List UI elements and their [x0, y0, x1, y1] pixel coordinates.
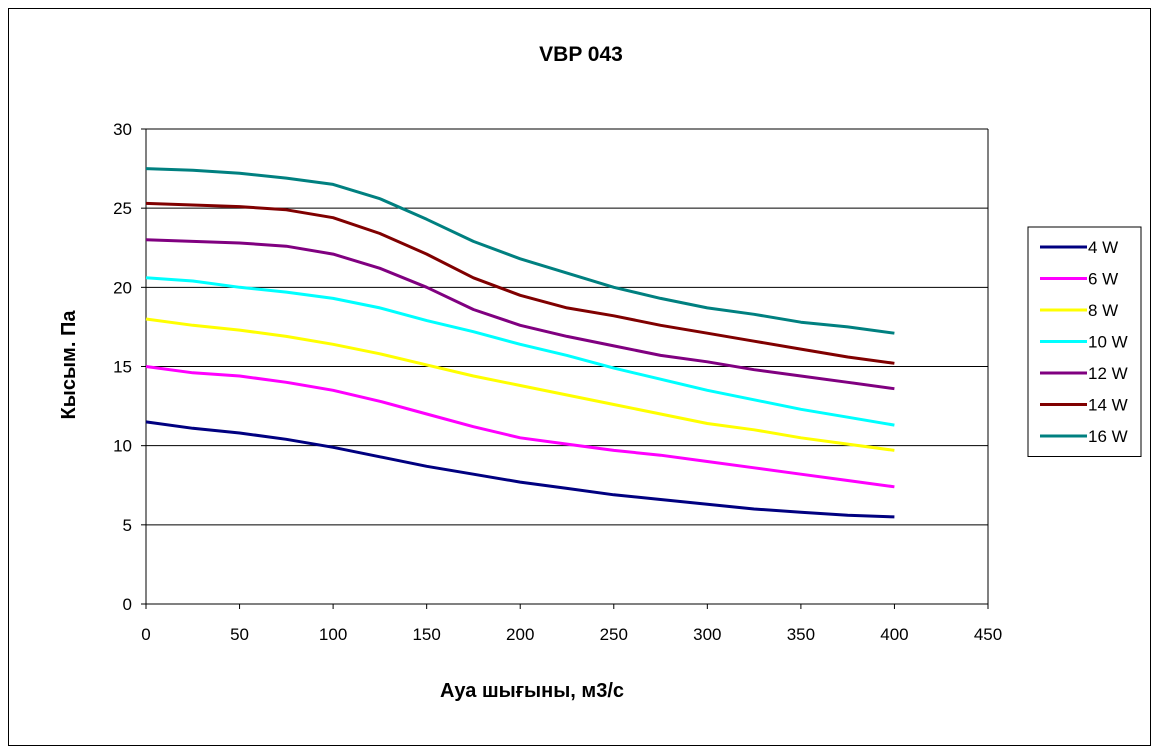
legend-item: 16 W [1040, 427, 1128, 446]
legend-item: 10 W [1040, 333, 1128, 352]
legend-label: 6 W [1088, 270, 1118, 289]
legend-label: 8 W [1088, 301, 1118, 320]
x-tick-label: 350 [787, 625, 815, 644]
y-tick-label: 10 [113, 437, 132, 456]
series-line-8w [145, 317, 895, 452]
x-tick-label: 50 [230, 625, 249, 644]
legend: 4 W 6 W 8 W 10 W 12 W 14 W 16 W [1027, 226, 1142, 457]
series-line-12w [145, 238, 895, 391]
y-tick-label: 20 [113, 278, 132, 297]
x-tick-label: 0 [141, 625, 150, 644]
x-tick-label: 400 [880, 625, 908, 644]
y-tick-label: 5 [123, 516, 132, 535]
y-tick-label: 30 [113, 120, 132, 139]
series-line-16w [145, 167, 895, 335]
legend-label: 14 W [1088, 396, 1128, 415]
series-line-10w [145, 276, 895, 427]
series-line-14w [145, 201, 895, 365]
x-tick-label: 450 [974, 625, 1002, 644]
legend-item: 14 W [1040, 396, 1128, 415]
x-tick-label: 300 [693, 625, 721, 644]
y-tick-label: 25 [113, 199, 132, 218]
series-line-6w [145, 365, 895, 489]
x-tick-label: 150 [412, 625, 440, 644]
series-line-4w [145, 420, 895, 519]
y-axis-label: Кысым. Па [58, 310, 80, 420]
legend-item: 12 W [1040, 364, 1128, 383]
legend-item: 4 W [1040, 238, 1118, 257]
x-tick-label: 250 [600, 625, 628, 644]
x-tick-label: 200 [506, 625, 534, 644]
legend-item: 8 W [1040, 301, 1118, 320]
legend-label: 10 W [1088, 333, 1128, 352]
chart-title: VBP 043 [539, 43, 623, 66]
x-tick-label: 100 [319, 625, 347, 644]
x-axis-label: Ауа шығыны, м3/с [440, 680, 624, 702]
legend-label: 12 W [1088, 364, 1128, 383]
legend-item: 6 W [1040, 270, 1118, 289]
y-tick-label: 15 [113, 358, 132, 377]
legend-label: 4 W [1088, 238, 1118, 257]
legend-label: 16 W [1088, 427, 1128, 446]
y-tick-label: 0 [123, 595, 132, 614]
